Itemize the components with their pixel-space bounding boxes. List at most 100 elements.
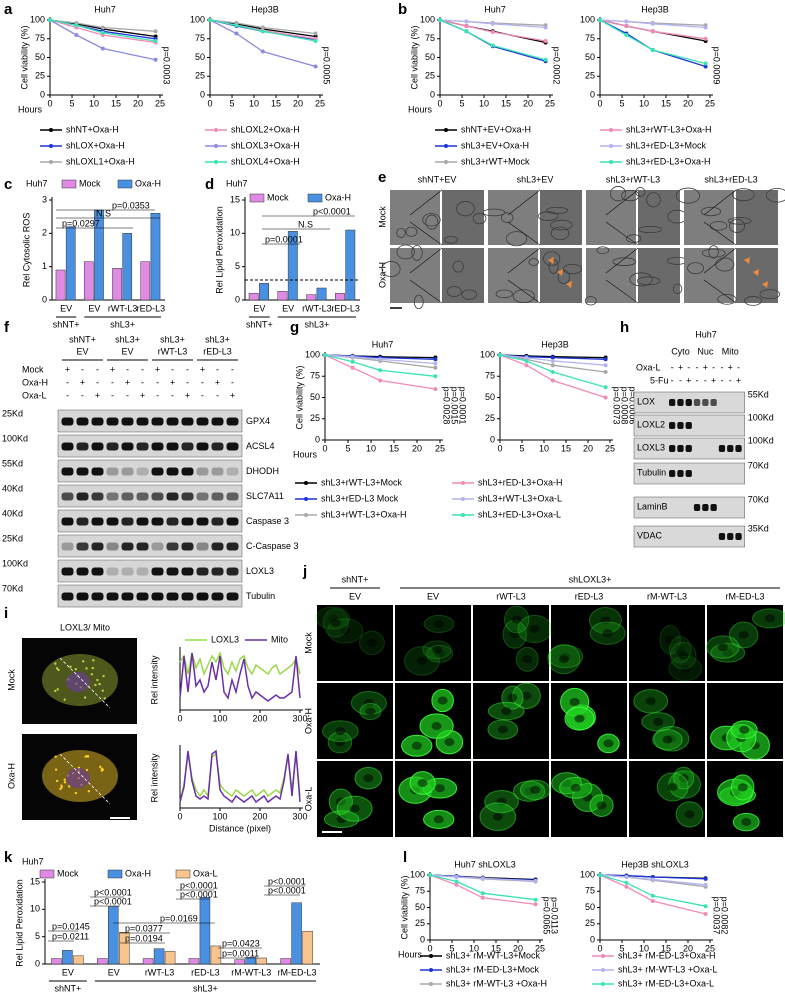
data-point — [598, 18, 602, 22]
legend-label: shLOXL2+Oxa-H — [231, 124, 300, 134]
x-tick-label: 5 — [619, 943, 624, 953]
y-tick-label: 0 — [490, 434, 495, 444]
y-tick-label: 10 — [230, 228, 240, 238]
legend-marker — [49, 144, 53, 148]
p-value: p<0.0001 — [180, 880, 218, 890]
data-point — [603, 395, 608, 400]
y-tick-label: 100 — [580, 14, 595, 24]
blot-band — [685, 470, 692, 477]
blot-band — [136, 467, 149, 476]
blot-band — [196, 492, 209, 501]
legend-marker — [304, 513, 308, 517]
treatment-mark: - — [96, 364, 99, 374]
data-point — [464, 29, 469, 34]
em-texture — [461, 289, 477, 300]
p-value: p=0.0009 — [712, 47, 722, 85]
blot-band — [151, 442, 164, 451]
y-tick-label: 75 — [35, 33, 45, 43]
nucleus — [653, 717, 664, 726]
y-tick-label: 75 — [485, 371, 495, 381]
data-point — [624, 874, 629, 879]
blot-band — [136, 442, 149, 451]
nucleus — [741, 818, 752, 827]
legend-label: shL3+rED-L3 Mock — [321, 493, 399, 503]
x-tick-label: EV — [108, 967, 120, 977]
bar — [164, 951, 176, 965]
treatment-mark: - — [201, 377, 204, 387]
data-point — [550, 378, 555, 383]
blot-band — [735, 533, 742, 540]
y-tick-label: 15 — [30, 876, 40, 886]
row-label: Mock — [377, 206, 387, 228]
y-tick-label: 0 — [315, 434, 320, 444]
nucleus — [336, 815, 347, 824]
panel-label: g — [290, 319, 299, 336]
series-line — [49, 19, 156, 32]
blot-band — [718, 445, 726, 452]
legend-swatch — [39, 869, 55, 879]
x-tick-label: 10 — [479, 98, 489, 108]
y-tick-label: 50 — [585, 52, 595, 62]
blot-band — [121, 567, 134, 576]
em-texture — [629, 272, 653, 287]
data-point — [260, 25, 265, 30]
bar — [65, 226, 76, 301]
band-label: LOX — [637, 396, 655, 406]
bar — [335, 293, 345, 301]
treatment-mark: - — [729, 375, 732, 385]
series-line — [49, 19, 156, 44]
blot-band — [196, 467, 209, 476]
x-tick-label: 20 — [583, 443, 593, 453]
nucleus — [433, 815, 444, 824]
p-value: p<0.0001 — [94, 896, 132, 906]
micrograph — [317, 683, 393, 759]
legend-label: shLOX+Oxa-H — [66, 140, 125, 150]
nucleus — [602, 629, 613, 638]
data-point — [454, 874, 459, 879]
granule — [63, 781, 67, 784]
y-tick-label: 100 — [30, 14, 45, 24]
em-texture — [612, 257, 637, 266]
legend-label: shLOXL3+Oxa-H — [231, 140, 300, 150]
treatment-label: Oxa-H — [22, 377, 48, 387]
data-point — [313, 64, 318, 69]
em-zoom — [638, 248, 680, 303]
p-value: p=0.0423 — [222, 938, 260, 948]
y-axis-label: Rel Lipid Peroxidation — [214, 206, 224, 294]
x-tick-label: 25 — [315, 98, 325, 108]
treatment-mark: + — [155, 364, 160, 374]
kd-marker: 70Kd — [748, 494, 769, 504]
legend-marker — [444, 144, 448, 148]
data-point — [454, 879, 459, 884]
bar — [97, 958, 108, 965]
blot-band — [166, 467, 179, 476]
panel-label: d — [205, 176, 214, 193]
column-header: shNT+ — [69, 334, 96, 344]
arrow — [548, 257, 554, 264]
p-value: p<0.0001 — [268, 885, 306, 895]
nucleus — [507, 693, 518, 702]
data-point — [48, 18, 52, 22]
y-tick-label: 50 — [195, 52, 205, 62]
data-point — [74, 33, 79, 37]
legend-label: shL3+ rM-ED-L3+Mock — [446, 964, 540, 974]
granule — [54, 755, 57, 758]
series-line — [499, 354, 606, 388]
p-value: p=0.0065 — [542, 897, 552, 935]
band-label: LaminB — [637, 501, 668, 511]
treatment-mark: + — [230, 390, 235, 400]
em-texture — [584, 296, 597, 306]
zoom-line — [703, 247, 737, 274]
series-line — [439, 19, 546, 61]
legend-swatch — [61, 179, 77, 189]
column-header: Nuc — [697, 346, 714, 356]
y-tick-label: 50 — [585, 902, 595, 912]
nucleus — [684, 810, 695, 819]
nucleus — [334, 738, 345, 747]
data-point — [550, 355, 555, 360]
nucleus — [529, 624, 540, 633]
nucleus — [335, 727, 346, 736]
column-label: EV — [349, 591, 361, 601]
granule — [85, 667, 88, 670]
blot-band — [91, 517, 104, 526]
